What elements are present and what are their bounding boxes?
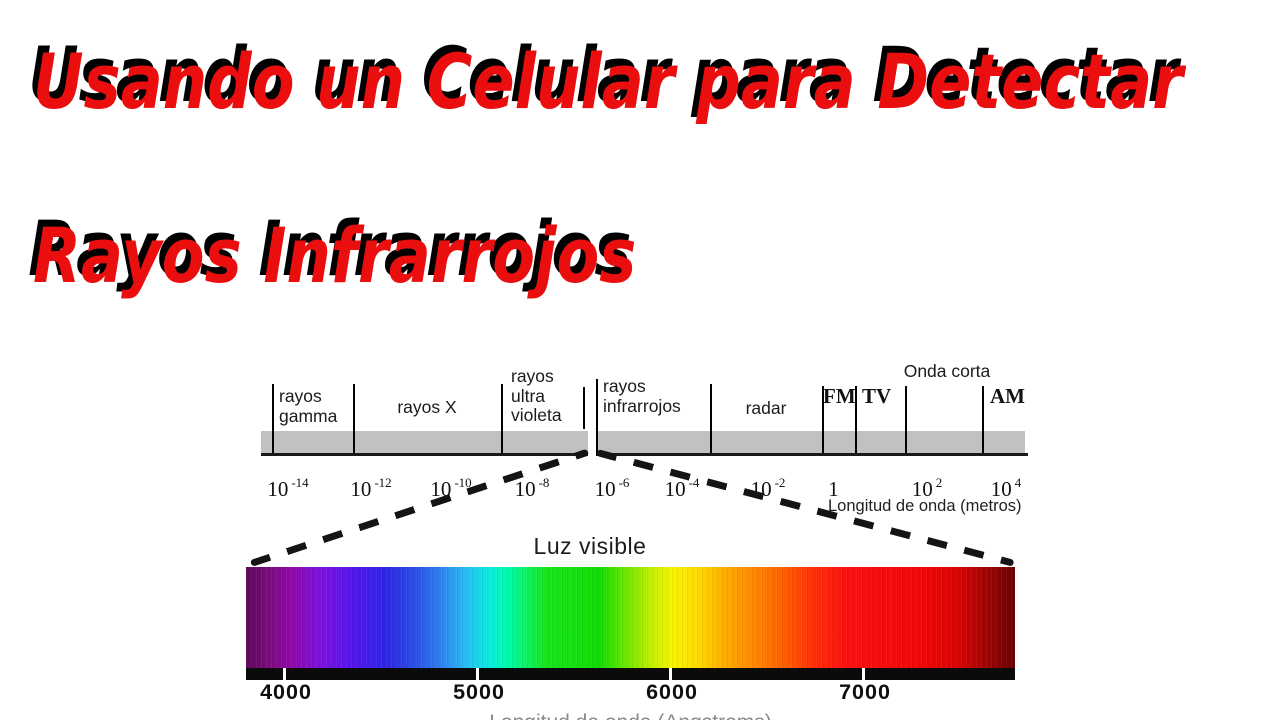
axis-tick-1e-12: 10 -12 [350, 475, 392, 501]
em-spectrum-bar-left [261, 431, 588, 453]
strip-tick-7000 [862, 668, 865, 680]
divider-ir-left [596, 379, 598, 456]
wavelength-4000: 4000 [260, 680, 312, 704]
axis-caption-metros: Longitud de onda (metros) [828, 497, 1022, 515]
axis-tick-1e-8: 10 -8 [514, 475, 550, 501]
divider-xrays-uv [501, 384, 503, 453]
axis-tick-1e2: 10 2 [911, 475, 943, 501]
axis-tick-1: 1 [828, 477, 839, 501]
em-spectrum-baseline-right [596, 453, 1028, 456]
em-spectrum-bar-right [597, 431, 1025, 453]
wavelength-5000: 5000 [453, 680, 505, 704]
label-fm: FM [823, 384, 856, 408]
divider-radar-fm [822, 386, 824, 453]
wavelength-7000: 7000 [839, 680, 891, 704]
divider-ir-radar [710, 384, 712, 453]
label-rayos-x: rayos X [397, 397, 457, 417]
divider-uv-right [583, 387, 585, 429]
visible-spectrum-gradient-bar [246, 567, 1015, 668]
label-rayos-gamma: rayos gamma [279, 386, 338, 426]
label-rayos-infrarrojos: rayos infrarrojos [603, 376, 681, 416]
label-tv: TV [862, 384, 892, 408]
axis-tick-1e-4: 10 -4 [664, 475, 700, 501]
em-spectrum-baseline-left [261, 453, 588, 456]
axis-tick-1e-6: 10 -6 [594, 475, 630, 501]
label-onda-corta: Onda corta [903, 361, 991, 381]
wavelength-6000: 6000 [646, 680, 698, 704]
divider-gamma-xrays [353, 384, 355, 453]
label-rayos-uv: rayos ultra violeta [511, 366, 562, 426]
label-am: AM [990, 384, 1025, 408]
label-luz-visible: Luz visible [533, 533, 647, 559]
axis-tick-1e-14: 10 -14 [267, 475, 309, 501]
strip-tick-4000 [283, 668, 286, 680]
axis-caption-angstroms-clipped: Longitud de onda (Angstroms) [246, 711, 1015, 720]
label-radar: radar [745, 398, 787, 418]
axis-tick-1e4: 10 4 [990, 475, 1022, 501]
divider-fm-tv [855, 386, 857, 453]
title-line-2: Rayos Infrarrojos [33, 211, 637, 300]
title-line-1: Usando un Celular para Detectar [33, 37, 1183, 126]
divider-tv-ondacorta [905, 386, 907, 453]
strip-tick-6000 [669, 668, 672, 680]
divider-gamma-left [272, 384, 274, 453]
divider-ondacorta-am [982, 386, 984, 453]
visible-spectrum-axis-strip [246, 668, 1015, 680]
strip-tick-5000 [476, 668, 479, 680]
